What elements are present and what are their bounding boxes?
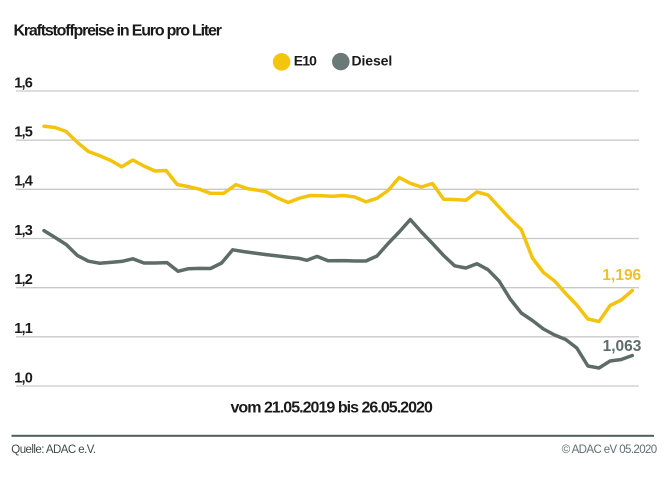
svg-text:1,2: 1,2 (14, 272, 32, 288)
svg-text:1,3: 1,3 (14, 223, 32, 239)
svg-text:1,196: 1,196 (602, 267, 641, 284)
svg-text:1,1: 1,1 (14, 321, 32, 337)
svg-text:1,0: 1,0 (14, 370, 32, 386)
svg-text:1,4: 1,4 (14, 174, 32, 190)
svg-text:1,6: 1,6 (14, 75, 32, 91)
svg-text:1,063: 1,063 (603, 338, 642, 355)
svg-text:Quelle: ADAC e.V.: Quelle: ADAC e.V. (11, 444, 96, 456)
svg-text:vom 21.05.2019 bis 26.05.2020: vom 21.05.2019 bis 26.05.2020 (231, 400, 433, 417)
svg-text:1,5: 1,5 (14, 125, 32, 141)
svg-text:Kraftstoffpreise in Euro pro L: Kraftstoffpreise in Euro pro Liter (14, 23, 222, 40)
svg-text:E10: E10 (294, 53, 317, 69)
svg-text:© ADAC eV 05.2020: © ADAC eV 05.2020 (562, 444, 657, 456)
svg-text:Diesel: Diesel (352, 53, 393, 69)
